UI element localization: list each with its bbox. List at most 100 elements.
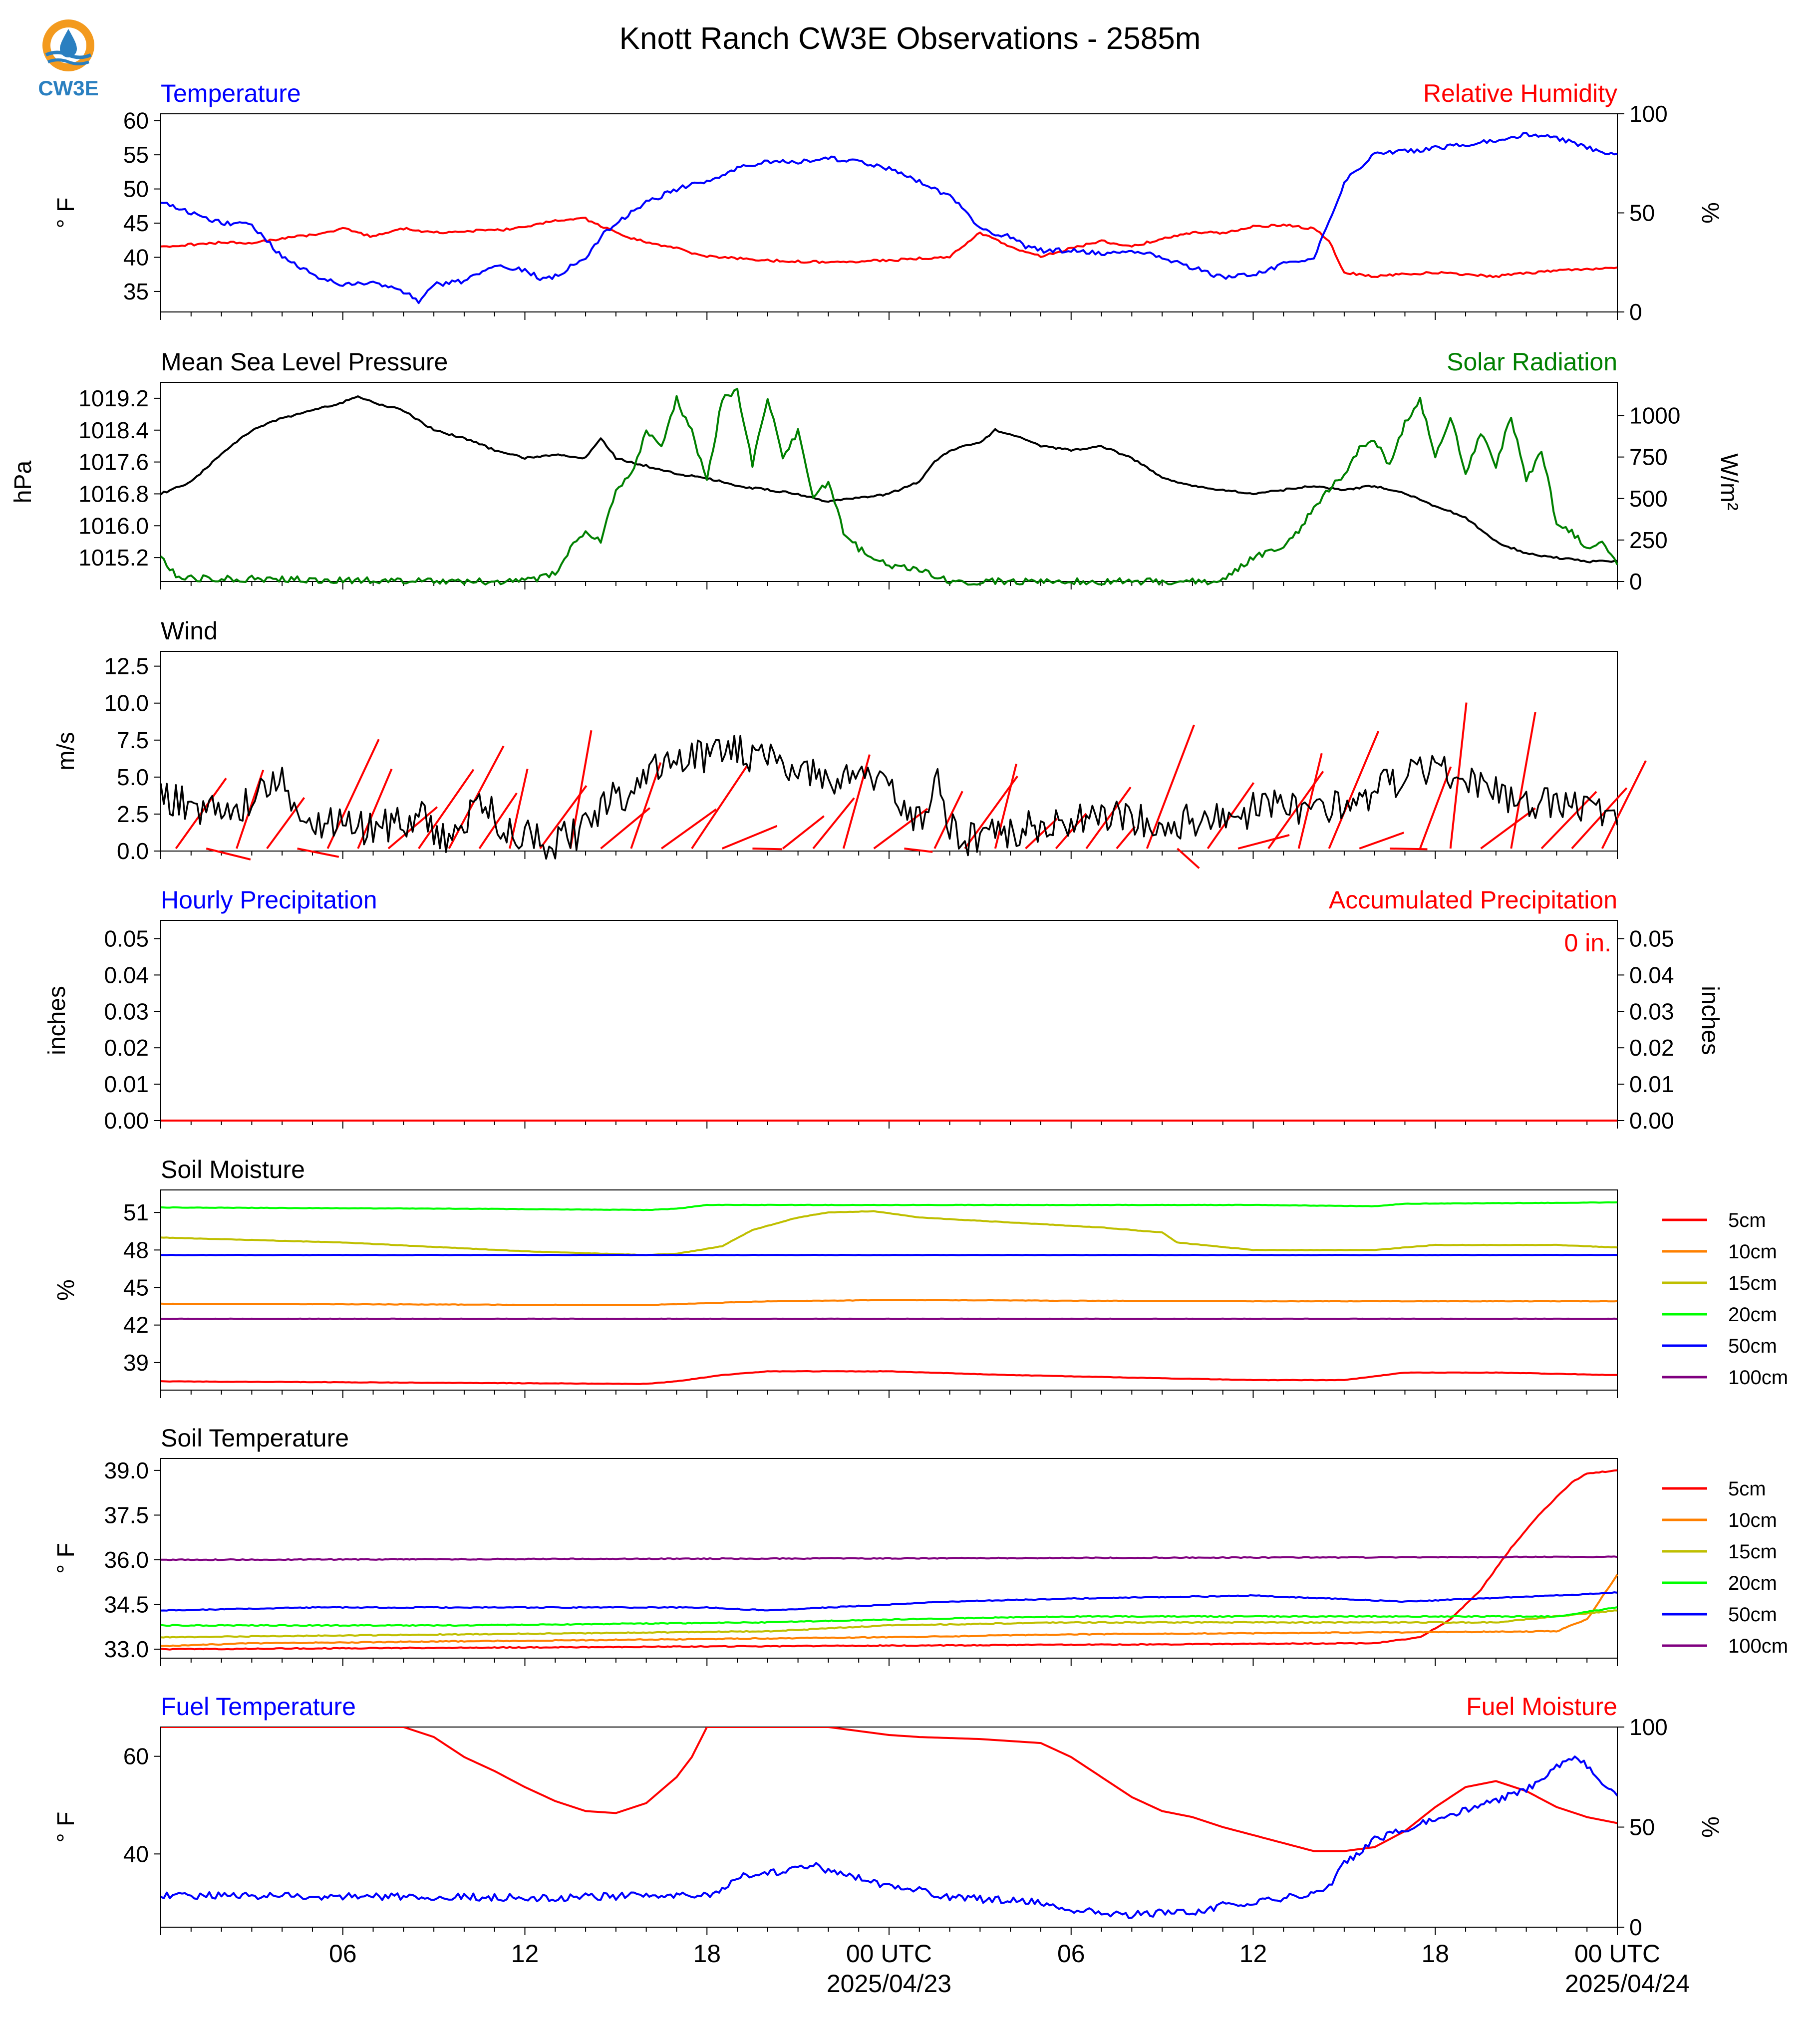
x-tick-label: 00 UTC <box>1574 1940 1660 1968</box>
wind-barb <box>812 797 855 850</box>
y-tick-label: 1018.4 <box>78 417 149 443</box>
plot-frame <box>160 920 1618 1121</box>
fuel-temperature-line <box>161 1755 1617 1919</box>
panel-temp_rh: Temperature Relative Humidity 35 40 45 50 55 60… <box>53 79 1723 325</box>
panel-title: Wind <box>161 617 218 645</box>
y-tick-label: 1015.2 <box>78 545 149 571</box>
y2-tick-label: 750 <box>1629 444 1668 470</box>
wind-barb <box>1359 832 1405 850</box>
wind-barb <box>994 763 1017 849</box>
wind-barb <box>964 775 1018 850</box>
y-tick-label: 0.00 <box>104 1108 149 1134</box>
panel-title: Fuel Temperature <box>161 1693 356 1721</box>
y-tick-label: 37.5 <box>104 1502 149 1528</box>
y-tick-label: 40 <box>123 244 149 270</box>
y2-axis-label: inches <box>1697 986 1723 1055</box>
wind-barb <box>1419 766 1452 849</box>
soil-line-10cm <box>161 1574 1618 1648</box>
fuel-moisture-line <box>161 1727 1617 1852</box>
y-tick-label: 0.05 <box>104 925 149 951</box>
y-tick-label: 5.0 <box>117 764 149 790</box>
wind-barb <box>569 730 593 849</box>
y-axis-label: inches <box>44 986 70 1055</box>
y-tick-label: 60 <box>123 1743 149 1769</box>
y-tick-label: 39 <box>123 1350 149 1376</box>
wind-barb <box>236 769 265 849</box>
x-date-label: 2025/04/23 <box>827 1970 951 1998</box>
legend-label-50cm: 50cm <box>1728 1335 1777 1357</box>
panel-title: Hourly Precipitation <box>161 886 377 914</box>
soil-line-20cm <box>160 1201 1618 1211</box>
y-tick-label: 1017.6 <box>78 449 149 475</box>
panel-right-title: Relative Humidity <box>1423 79 1617 107</box>
y2-tick-label: 50 <box>1629 1814 1655 1840</box>
y-axis-label: hPa <box>10 460 36 503</box>
wind-barb <box>1328 731 1380 849</box>
y2-tick-label: 0.04 <box>1629 962 1674 988</box>
y2-tick-label: 100 <box>1629 101 1668 127</box>
y-axis-label: m/s <box>53 732 79 770</box>
y-tick-label: 55 <box>123 142 149 168</box>
y-tick-label: 45 <box>123 210 149 236</box>
y-tick-label: 12.5 <box>104 653 149 679</box>
wind-barb <box>1025 818 1058 850</box>
panel-soil_moisture: Soil Moisture 39 42 45 48 51% 5cm 10cm 15cm 20cm 5… <box>53 1156 1788 1398</box>
y-tick-label: 0.0 <box>117 838 149 864</box>
x-tick-label: 06 <box>1057 1940 1085 1968</box>
panel-title: Mean Sea Level Pressure <box>161 348 448 376</box>
y-axis-label: ° F <box>53 198 79 229</box>
y2-axis-label: % <box>1697 202 1723 224</box>
plot-frame <box>160 382 1618 582</box>
solar-line <box>160 388 1618 586</box>
fuel-series-group <box>161 1727 1617 1919</box>
x-tick-label: 12 <box>511 1940 539 1968</box>
x-date-label: 2025/04/24 <box>1565 1970 1690 1998</box>
wind-speed-line <box>160 735 1618 860</box>
legend-label-10cm: 10cm <box>1728 1241 1777 1263</box>
y-tick-label: 39.0 <box>104 1457 149 1483</box>
legend-label-100cm: 100cm <box>1728 1635 1788 1657</box>
soil-line-50cm <box>160 1591 1618 1612</box>
soil-line-10cm <box>160 1299 1618 1306</box>
soil-line-5cm <box>160 1370 1618 1385</box>
y2-tick-label: 0.03 <box>1629 998 1674 1024</box>
accum-total-label: 0 in. <box>1564 929 1611 957</box>
y2-tick-label: 0.02 <box>1629 1035 1674 1061</box>
y-tick-label: 0.01 <box>104 1071 149 1097</box>
y2-tick-label: 0 <box>1629 1914 1642 1940</box>
y-tick-label: 36.0 <box>104 1547 149 1573</box>
panel-right-title: Solar Radiation <box>1447 348 1617 376</box>
y2-tick-label: 250 <box>1629 527 1668 553</box>
wind-barb <box>873 808 928 850</box>
x-tick-label: 12 <box>1239 1940 1267 1968</box>
wind-barb <box>600 807 650 850</box>
legend-label-20cm: 20cm <box>1728 1572 1777 1594</box>
pressure-line <box>160 395 1618 564</box>
wind-barb <box>630 762 662 849</box>
wind-barb <box>478 792 518 850</box>
y-tick-label: 60 <box>123 108 149 134</box>
y2-tick-label: 0.05 <box>1629 925 1674 951</box>
y-tick-label: 51 <box>123 1199 149 1225</box>
soil-line-15cm <box>160 1210 1618 1256</box>
wind-barb <box>297 848 339 858</box>
panel-title: Temperature <box>161 79 301 107</box>
y-tick-label: 2.5 <box>117 801 149 827</box>
y2-axis-label: W/m² <box>1716 453 1742 511</box>
y2-tick-label: 50 <box>1629 200 1655 226</box>
y-tick-label: 50 <box>123 176 149 202</box>
soil-line-15cm <box>160 1609 1618 1639</box>
wind-barb <box>1449 702 1468 849</box>
wind-barb <box>1297 753 1323 849</box>
logo-text: CW3E <box>38 76 98 100</box>
y2-tick-label: 0.00 <box>1629 1108 1674 1134</box>
wind-barb <box>1116 826 1136 850</box>
y-tick-label: 1016.0 <box>78 513 149 539</box>
legend-label-5cm: 5cm <box>1728 1209 1766 1231</box>
wind-barb <box>1510 712 1536 849</box>
y2-tick-label: 0 <box>1629 299 1642 325</box>
y-tick-label: 45 <box>123 1274 149 1300</box>
x-tick-label: 18 <box>693 1940 721 1968</box>
wind-barb <box>721 825 778 850</box>
rh-line <box>160 217 1618 279</box>
